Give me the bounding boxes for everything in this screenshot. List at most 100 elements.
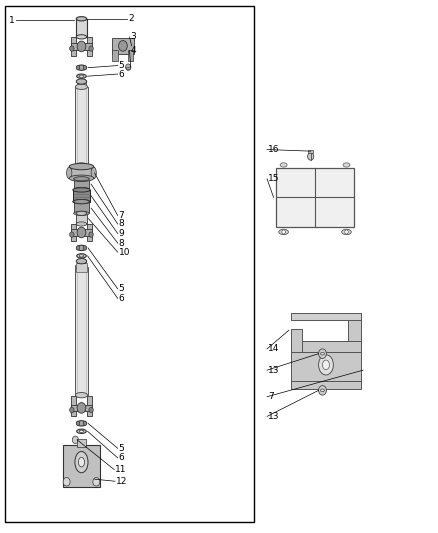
Ellipse shape <box>75 451 88 473</box>
Text: 13: 13 <box>268 412 279 421</box>
Ellipse shape <box>91 167 96 179</box>
Ellipse shape <box>69 164 94 169</box>
Text: 12: 12 <box>116 477 127 486</box>
FancyBboxPatch shape <box>71 405 92 411</box>
Ellipse shape <box>76 222 87 226</box>
FancyBboxPatch shape <box>71 229 92 236</box>
FancyBboxPatch shape <box>76 213 87 224</box>
FancyBboxPatch shape <box>291 329 302 352</box>
Text: 5: 5 <box>119 284 124 293</box>
FancyBboxPatch shape <box>71 37 76 56</box>
Text: 4: 4 <box>131 46 136 55</box>
Circle shape <box>70 232 74 237</box>
Text: 15: 15 <box>268 174 279 183</box>
FancyBboxPatch shape <box>87 396 92 416</box>
FancyBboxPatch shape <box>87 224 92 241</box>
Ellipse shape <box>79 75 84 77</box>
FancyBboxPatch shape <box>75 266 88 395</box>
Ellipse shape <box>69 175 94 181</box>
FancyBboxPatch shape <box>71 43 92 50</box>
Circle shape <box>83 421 87 425</box>
Ellipse shape <box>77 65 86 70</box>
Text: 1: 1 <box>9 16 14 25</box>
Ellipse shape <box>77 74 86 78</box>
Circle shape <box>89 407 93 413</box>
Ellipse shape <box>279 229 288 235</box>
FancyBboxPatch shape <box>77 439 86 447</box>
Circle shape <box>77 402 86 413</box>
FancyBboxPatch shape <box>87 37 92 56</box>
Ellipse shape <box>318 355 333 375</box>
Text: 13: 13 <box>268 366 279 375</box>
Circle shape <box>119 41 127 51</box>
FancyBboxPatch shape <box>69 166 94 178</box>
Circle shape <box>76 66 80 70</box>
FancyBboxPatch shape <box>74 201 89 213</box>
FancyBboxPatch shape <box>75 87 88 165</box>
Circle shape <box>345 230 348 234</box>
FancyBboxPatch shape <box>291 381 361 389</box>
Ellipse shape <box>67 167 72 179</box>
Text: 10: 10 <box>119 248 130 257</box>
Ellipse shape <box>77 245 86 251</box>
FancyBboxPatch shape <box>291 352 361 381</box>
Ellipse shape <box>77 254 86 258</box>
Circle shape <box>77 41 86 52</box>
FancyBboxPatch shape <box>127 67 130 69</box>
FancyBboxPatch shape <box>128 50 134 61</box>
Ellipse shape <box>76 211 87 215</box>
Ellipse shape <box>75 84 88 90</box>
Text: 5: 5 <box>119 61 124 70</box>
Text: 2: 2 <box>128 14 134 23</box>
Ellipse shape <box>74 211 89 215</box>
FancyBboxPatch shape <box>308 150 313 153</box>
FancyBboxPatch shape <box>76 263 87 272</box>
FancyBboxPatch shape <box>348 317 361 352</box>
Text: 9: 9 <box>119 229 124 238</box>
Ellipse shape <box>321 389 325 392</box>
Ellipse shape <box>75 392 88 398</box>
Circle shape <box>318 349 326 359</box>
FancyBboxPatch shape <box>74 179 89 189</box>
Ellipse shape <box>73 188 90 192</box>
Ellipse shape <box>74 199 89 204</box>
FancyBboxPatch shape <box>291 313 361 320</box>
Ellipse shape <box>280 163 287 167</box>
Circle shape <box>76 246 80 250</box>
FancyBboxPatch shape <box>77 80 86 86</box>
Text: 7: 7 <box>119 211 124 220</box>
Text: 8: 8 <box>119 220 124 229</box>
Ellipse shape <box>75 264 88 269</box>
Text: 6: 6 <box>119 294 124 303</box>
Circle shape <box>76 421 80 425</box>
Circle shape <box>93 478 100 486</box>
Ellipse shape <box>76 35 87 39</box>
FancyBboxPatch shape <box>112 38 134 54</box>
Ellipse shape <box>78 457 85 467</box>
FancyBboxPatch shape <box>76 19 87 37</box>
Ellipse shape <box>76 259 87 264</box>
Circle shape <box>89 46 93 51</box>
Ellipse shape <box>77 429 86 433</box>
FancyBboxPatch shape <box>71 224 76 241</box>
Text: 6: 6 <box>119 70 124 78</box>
Ellipse shape <box>76 79 87 84</box>
Ellipse shape <box>342 229 351 235</box>
Ellipse shape <box>322 360 329 369</box>
Text: 3: 3 <box>131 33 136 42</box>
FancyBboxPatch shape <box>73 190 90 201</box>
Ellipse shape <box>75 163 88 168</box>
Circle shape <box>126 64 131 70</box>
Circle shape <box>83 246 87 250</box>
Circle shape <box>63 478 70 486</box>
Circle shape <box>70 46 74 51</box>
Circle shape <box>83 66 87 70</box>
Circle shape <box>72 436 78 443</box>
Ellipse shape <box>79 430 84 432</box>
Text: 16: 16 <box>268 145 279 154</box>
Circle shape <box>89 232 93 237</box>
FancyBboxPatch shape <box>113 50 118 61</box>
Text: 5: 5 <box>119 444 124 453</box>
Text: 6: 6 <box>119 454 124 463</box>
FancyBboxPatch shape <box>276 168 354 227</box>
